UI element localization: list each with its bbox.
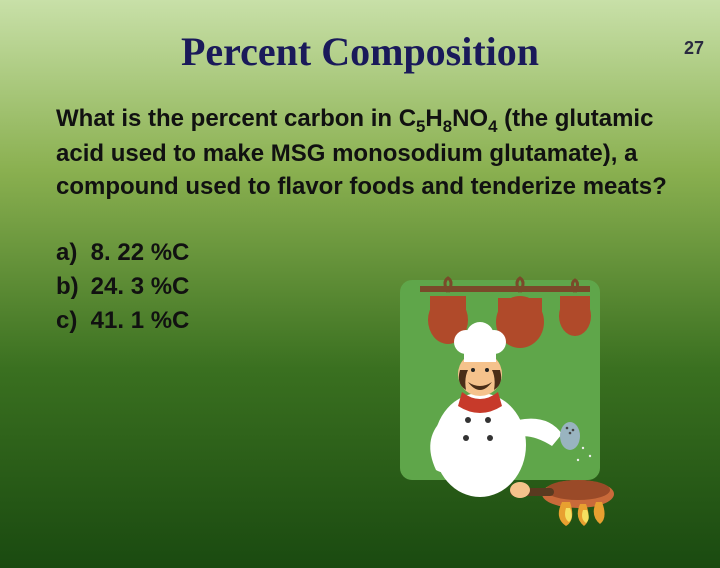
answer-b-text: 24. 3 %C — [91, 273, 190, 300]
q-pre: What is the percent carbon in C — [56, 105, 416, 132]
q-mid1: H — [425, 105, 442, 132]
answer-a: a) 8. 22 %C — [56, 239, 720, 267]
answer-c-text: 41. 1 %C — [91, 307, 190, 334]
q-sub2: 8 — [443, 117, 452, 136]
slide-title: Percent Composition — [0, 28, 720, 75]
q-sub1: 5 — [416, 117, 425, 136]
answer-a-text: 8. 22 %C — [91, 239, 190, 266]
answer-a-label: a) — [56, 239, 84, 267]
question-text: What is the percent carbon in C5H8NO4 (t… — [56, 103, 672, 203]
answer-c-label: c) — [56, 307, 84, 335]
answer-b-label: b) — [56, 273, 84, 301]
page-number: 27 — [684, 38, 704, 59]
chef-illustration-icon — [370, 270, 650, 530]
q-mid2: NO — [452, 105, 488, 132]
